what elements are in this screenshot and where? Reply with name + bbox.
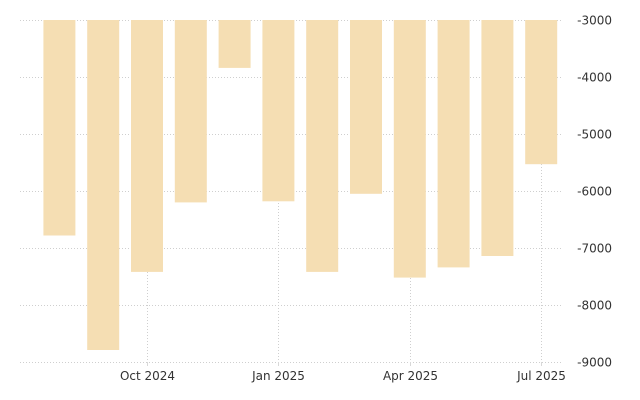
bar-2025-03 — [350, 20, 382, 194]
y-tick-label: -9000 — [577, 356, 612, 370]
x-tick-label: Jul 2025 — [516, 369, 566, 383]
bar-2024-10 — [131, 20, 163, 272]
y-tick-label: -8000 — [577, 299, 612, 313]
bar-2024-09 — [87, 20, 120, 350]
x-axis-ticks: Oct 2024 Jan 2025 Apr 2025 Jul 2025 — [120, 362, 566, 383]
bar-2024-08 — [43, 20, 76, 236]
bar-2025-05 — [437, 20, 470, 268]
x-tick-label: Oct 2024 — [120, 369, 175, 383]
bar-layer — [43, 20, 558, 350]
y-tick-label: -5000 — [577, 128, 612, 142]
y-tick-label: -7000 — [577, 242, 612, 256]
bar-2024-11 — [174, 20, 207, 203]
y-tick-label: -3000 — [577, 14, 612, 28]
y-tick-label: -6000 — [577, 185, 612, 199]
bar-2025-06 — [481, 20, 514, 256]
x-tick-label: Apr 2025 — [383, 369, 438, 383]
bar-2025-01 — [262, 20, 295, 202]
x-tick-label: Jan 2025 — [251, 369, 305, 383]
y-axis-ticks: -3000 -4000 -5000 -6000 -7000 -8000 -9000 — [577, 14, 612, 370]
bar-2025-04 — [393, 20, 426, 278]
bar-2025-02 — [306, 20, 339, 272]
y-tick-label: -4000 — [577, 71, 612, 85]
bar-2024-12 — [218, 20, 251, 68]
bar-2025-07 — [525, 20, 558, 165]
